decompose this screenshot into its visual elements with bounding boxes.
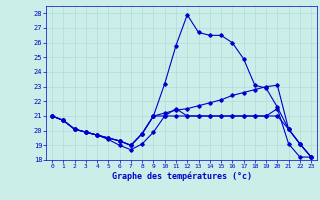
X-axis label: Graphe des températures (°c): Graphe des températures (°c) — [112, 172, 252, 181]
